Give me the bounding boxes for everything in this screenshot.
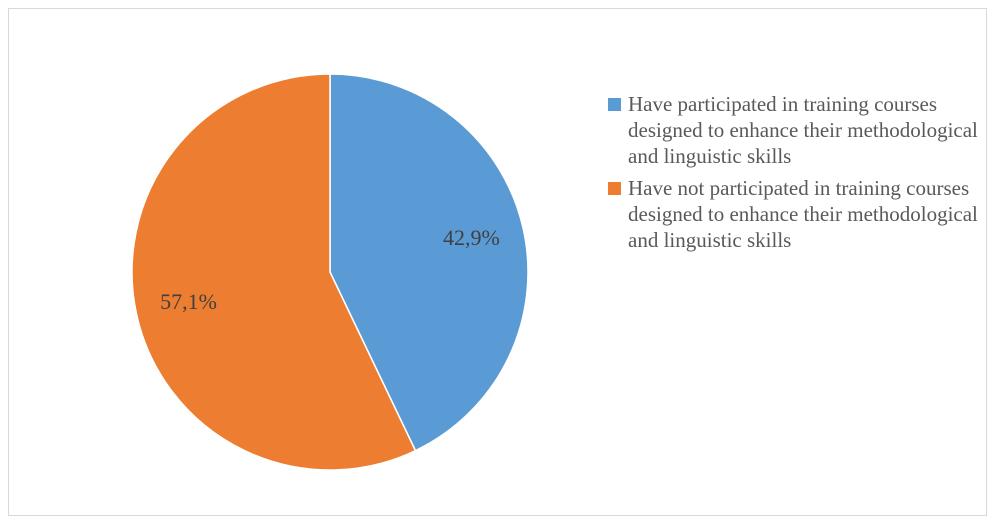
pie-slice [329,73,529,452]
pie-slice [131,73,417,471]
legend-swatch [608,182,621,195]
legend: Have participated in training courses de… [608,91,978,259]
legend-label: Have not participated in training course… [628,176,978,252]
slice-label: 42,9% [443,225,500,250]
legend-swatch [608,98,621,111]
legend-item: Have not participated in training course… [608,175,978,253]
slice-label: 57,1% [160,289,217,314]
legend-item: Have participated in training courses de… [608,91,978,169]
legend-label: Have participated in training courses de… [628,92,978,168]
